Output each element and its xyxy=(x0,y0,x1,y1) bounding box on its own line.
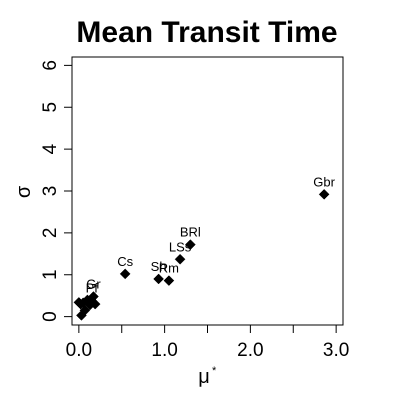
y-tick-label: 5 xyxy=(40,102,61,113)
y-axis-label: σ xyxy=(13,185,35,198)
x-tick-label: 0.0 xyxy=(66,340,92,361)
data-point xyxy=(73,297,85,308)
x-tick-label: 1.0 xyxy=(151,340,177,361)
data-point xyxy=(318,188,330,200)
data-points xyxy=(73,188,330,321)
y-tick-label: 1 xyxy=(40,269,61,280)
x-axis-label-superscript: * xyxy=(212,365,217,377)
data-point xyxy=(174,253,186,265)
point-label: Rm xyxy=(159,261,179,276)
x-tick-label: 3.0 xyxy=(323,340,349,361)
point-label: Sh xyxy=(151,259,167,274)
point-label: Pf xyxy=(86,281,99,296)
y-tick-label: 4 xyxy=(40,143,61,154)
plot-frame xyxy=(71,56,344,326)
chart-title: Mean Transit Time xyxy=(76,16,337,49)
point-label: Gr xyxy=(86,277,101,292)
point-label: LSs xyxy=(169,239,192,254)
y-tick-label: 3 xyxy=(40,186,61,197)
x-tick-label: 2.0 xyxy=(237,340,263,361)
point-label: BRl xyxy=(180,225,201,240)
data-point xyxy=(153,273,164,285)
y-tick-label: 2 xyxy=(40,228,61,239)
y-tick-label: 6 xyxy=(40,60,61,71)
data-point xyxy=(184,239,196,250)
point-label: Gbr xyxy=(313,174,335,189)
point-label: Cs xyxy=(117,254,133,269)
data-point xyxy=(163,275,175,286)
x-axis: 0.0 1.0 2.0 3.0 xyxy=(66,325,349,361)
y-tick-label: 0 xyxy=(40,311,61,322)
y-axis: 0 1 2 3 4 5 6 xyxy=(40,60,72,322)
data-point xyxy=(76,310,87,321)
x-axis-label: μ xyxy=(198,366,210,388)
data-point xyxy=(119,268,131,280)
